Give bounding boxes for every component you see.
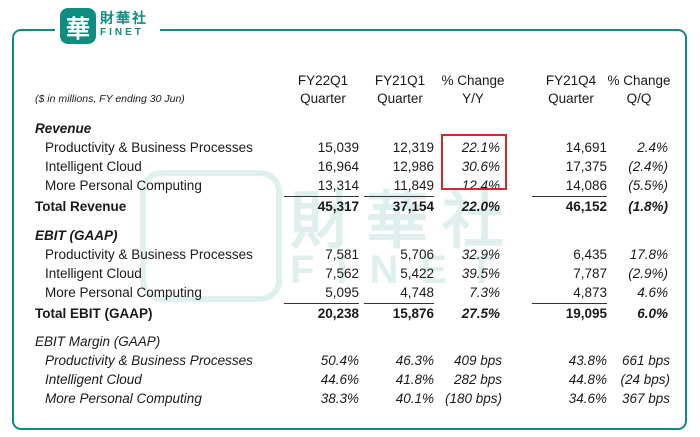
units-note: ($ in millions, FY ending 30 Jun) xyxy=(35,93,185,105)
brand-name-en: FINET xyxy=(100,27,144,38)
col-header-fy22q1: FY22Q1 Quarter xyxy=(297,73,349,106)
col-header-yy-change: % Change Y/Y xyxy=(441,73,505,106)
col-header-qq-change: % Change Q/Q xyxy=(607,73,671,106)
subtotal-line xyxy=(284,303,359,304)
content-frame xyxy=(12,29,687,430)
section-title-revenue: Revenue xyxy=(35,121,92,136)
finet-logo-icon: 華 xyxy=(60,8,96,44)
yy-change-highlight-box xyxy=(441,134,507,190)
subtotal-line xyxy=(364,303,434,304)
col-header-fy21q4: FY21Q4 Quarter xyxy=(545,73,597,106)
section-title-ebit: EBIT (GAAP) xyxy=(35,228,118,243)
subtotal-line xyxy=(532,196,607,197)
brand-name-cn: 財華社 xyxy=(100,10,148,26)
section-title-ebit-margin: EBIT Margin (GAAP) xyxy=(35,334,161,349)
subtotal-line xyxy=(364,196,434,197)
col-header-fy21q1: FY21Q1 Quarter xyxy=(374,73,426,106)
subtotal-line xyxy=(284,196,359,197)
subtotal-line xyxy=(532,303,607,304)
